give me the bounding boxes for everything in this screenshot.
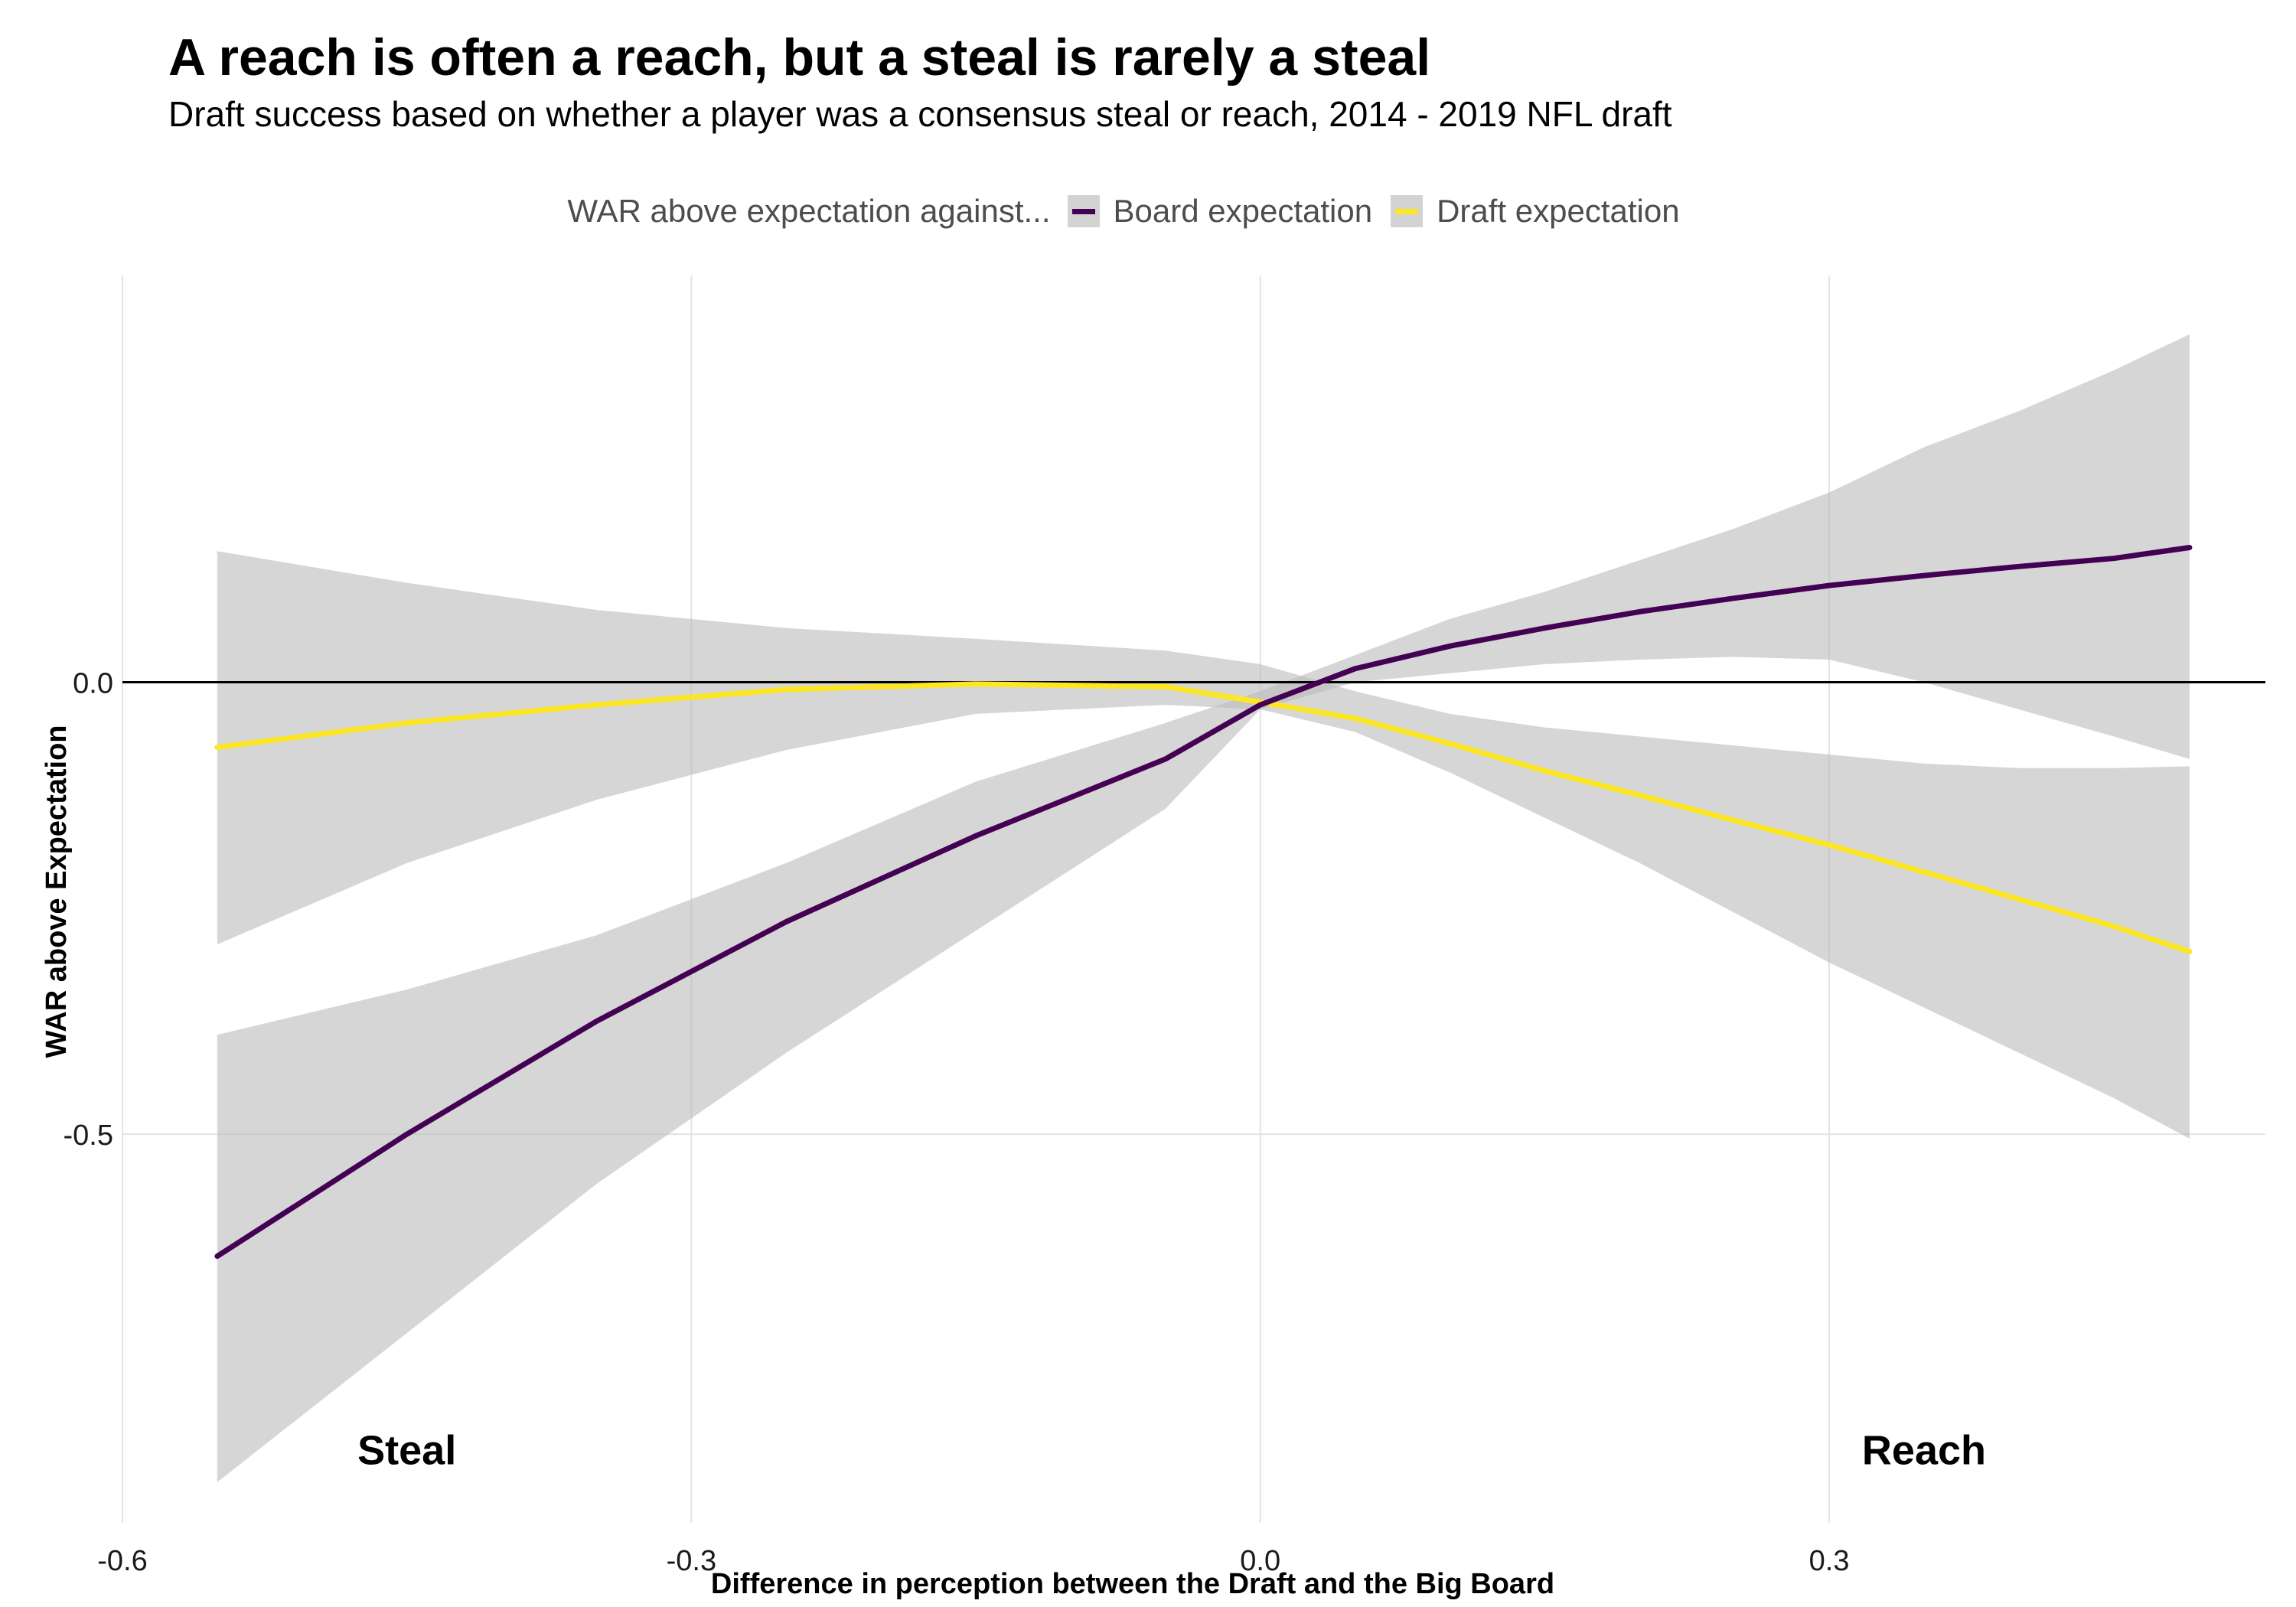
confidence-band-board [217, 334, 2190, 1482]
series-line-draft [214, 681, 2193, 954]
legend-key-board [1067, 195, 1100, 227]
x-tick-label-1: -0.3 [667, 1545, 716, 1577]
x-tick-label-0: -0.6 [97, 1545, 147, 1577]
legend-title: WAR above expectation against... [567, 193, 1051, 229]
legend-key-draft [1391, 195, 1424, 227]
y-axis-title: WAR above Expectation [41, 725, 73, 1058]
y-tick-label-0: 0.0 [73, 668, 113, 700]
x-tick-label-3: 0.3 [1809, 1545, 1850, 1577]
annotation-steal: Steal [357, 1428, 456, 1474]
x-axis-title: Difference in perception between the Dra… [711, 1568, 1554, 1600]
chart-subtitle: Draft success based on whether a player … [168, 94, 1672, 134]
legend-label-board: Board expectation [1113, 193, 1373, 229]
y-tick-label-1: -0.5 [64, 1120, 113, 1152]
annotation-reach: Reach [1862, 1428, 1986, 1474]
legend-item-draft: Draft expectation [1391, 193, 1680, 230]
chart-title: A reach is often a reach, but a steal is… [168, 28, 1431, 86]
series-line-board [214, 545, 2193, 1260]
legend-item-board: Board expectation [1067, 193, 1373, 230]
legend: WAR above expectation against... Board e… [0, 193, 2265, 230]
legend-label-draft: Draft expectation [1437, 193, 1680, 229]
x-tick-label-2: 0.0 [1240, 1545, 1280, 1577]
